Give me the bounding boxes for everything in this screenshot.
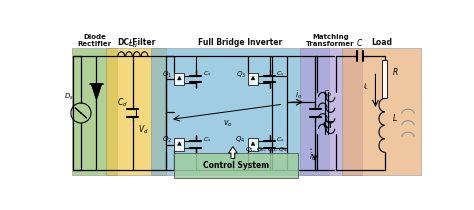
Bar	[174, 138, 184, 151]
Text: Load: Load	[371, 38, 392, 47]
Polygon shape	[251, 76, 255, 80]
Text: $Q_3$: $Q_3$	[236, 70, 246, 80]
Text: $Q_2$: $Q_2$	[162, 135, 172, 146]
Text: $V_d$: $V_d$	[137, 123, 148, 136]
Text: $\hat{i}_o$: $\hat{i}_o$	[309, 147, 316, 163]
Polygon shape	[91, 84, 102, 101]
Bar	[342, 48, 421, 175]
Bar	[73, 48, 118, 175]
Text: $C_s$: $C_s$	[203, 135, 211, 144]
Text: $L_d$: $L_d$	[128, 38, 138, 50]
Text: $C_s$: $C_s$	[276, 135, 285, 144]
Text: $C$: $C$	[356, 37, 364, 48]
Text: DC-Filter: DC-Filter	[117, 38, 155, 47]
Bar	[300, 48, 362, 175]
Text: $D_s$: $D_s$	[64, 92, 73, 102]
Text: $i_o$: $i_o$	[295, 89, 302, 101]
Text: $Q_4$: $Q_4$	[236, 135, 246, 146]
Text: $C_s$: $C_s$	[203, 69, 211, 78]
Text: $L$: $L$	[392, 112, 398, 123]
Text: Full Bridge Inverter: Full Bridge Inverter	[198, 38, 282, 47]
Polygon shape	[177, 76, 182, 80]
Text: Control System: Control System	[203, 161, 269, 170]
Text: Diode
Rectifier: Diode Rectifier	[78, 34, 112, 47]
Text: $Q_1, Q_2, Q_3, Q_4$: $Q_1, Q_2, Q_3, Q_4$	[245, 145, 288, 154]
Polygon shape	[177, 142, 182, 145]
Bar	[106, 48, 166, 175]
Bar	[174, 73, 184, 85]
Text: $C_b$: $C_b$	[323, 89, 333, 99]
Text: CT: CT	[323, 121, 334, 130]
Text: $C_d$: $C_d$	[117, 96, 128, 109]
Text: $v_o$: $v_o$	[223, 119, 232, 129]
Text: $i_L$: $i_L$	[363, 81, 369, 92]
Text: Matching
Transformer: Matching Transformer	[306, 34, 355, 47]
Bar	[151, 48, 329, 175]
Bar	[248, 73, 258, 85]
Text: $R$: $R$	[392, 66, 399, 77]
Polygon shape	[251, 142, 255, 145]
Polygon shape	[228, 147, 237, 158]
Bar	[382, 60, 387, 98]
Bar	[174, 153, 298, 178]
Bar	[248, 138, 258, 151]
Text: $C_s$: $C_s$	[276, 69, 285, 78]
Text: $Q_1$: $Q_1$	[162, 70, 172, 80]
